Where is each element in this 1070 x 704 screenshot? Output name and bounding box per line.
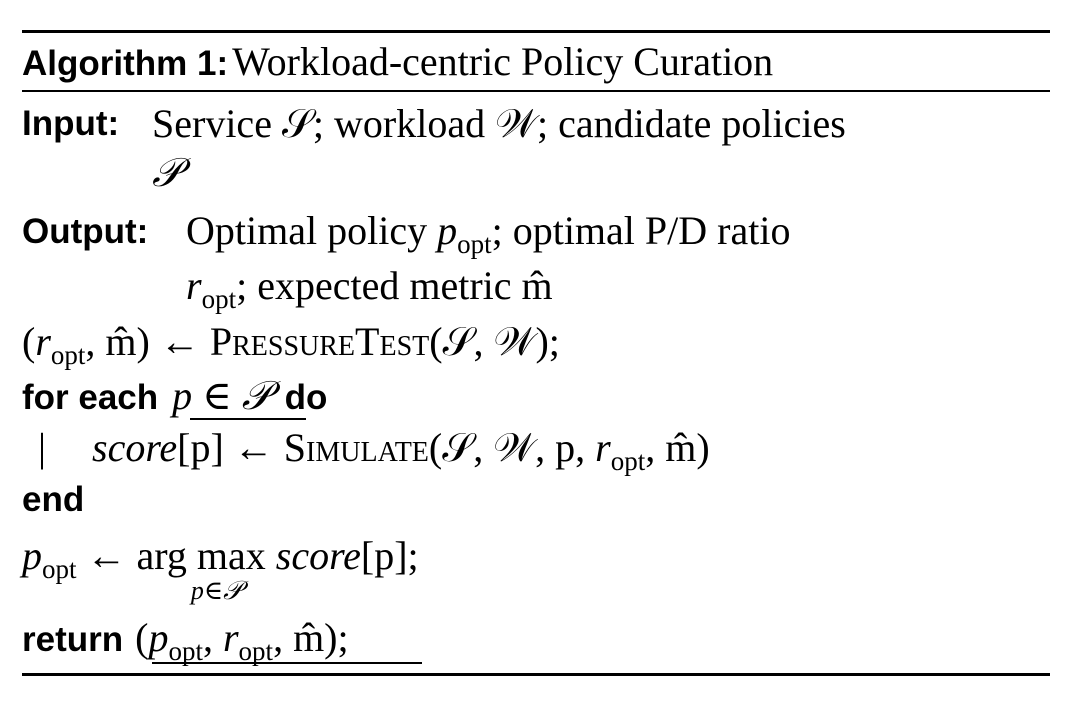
for-each-line: for each p ∈ 𝒫 do	[22, 372, 327, 419]
for-each-keyword: for each	[22, 378, 159, 417]
loop-body-line: score[p] ← Simulate(𝒮, 𝒲, p, ropt, m̂)	[92, 424, 710, 476]
score-index: [p] ←	[177, 425, 284, 470]
score-var: score	[92, 425, 178, 470]
pressure-test-line: (ropt, m̂) ← PressureTest(𝒮, 𝒲);	[22, 318, 560, 370]
output-line-2: ropt; expected metric m̂	[186, 262, 553, 314]
return-underline	[152, 662, 422, 664]
pressure-args: (𝒮, 𝒲);	[429, 319, 560, 364]
argmax-score: score	[275, 533, 361, 578]
argmax-arrow: ← arg	[76, 533, 197, 578]
argmax-line: popt ← arg max p∈𝒫 score[p];	[22, 532, 419, 605]
algorithm-label: Algorithm 1:	[22, 44, 229, 83]
return-sub-p: opt	[168, 636, 203, 666]
simulate-args-b: , m̂)	[645, 425, 710, 470]
simulate-func: Simulate	[283, 425, 429, 470]
output-sub-r: opt	[201, 284, 237, 314]
simulate-sub-r: opt	[610, 446, 646, 476]
output-text-a: Optimal policy	[186, 208, 438, 253]
argmax-sub-p: opt	[42, 554, 77, 584]
argmax-tail: [p];	[360, 533, 419, 578]
pressure-open-paren: (	[22, 319, 36, 364]
return-open: (	[135, 615, 149, 660]
algorithm-caption: Algorithm 1: Workload-centric Policy Cur…	[22, 38, 773, 85]
output-sub-p: opt	[457, 229, 492, 259]
input-keyword: Input:	[22, 104, 120, 143]
output-text-c: ; expected metric m̂	[236, 263, 553, 308]
return-semicolon: ;	[337, 615, 349, 660]
output-keyword: Output:	[22, 212, 149, 251]
output-var-p: p	[437, 208, 458, 253]
top-rule	[22, 30, 1050, 33]
argmax-var-p: p	[22, 533, 42, 578]
output-var-r: r	[186, 263, 202, 308]
output-text-b: ; optimal P/D ratio	[491, 208, 791, 253]
algorithm-title: Workload-centric Policy Curation	[232, 39, 774, 84]
argmax-under: p∈𝒫	[190, 576, 242, 605]
argmax-max-group: max p∈𝒫	[191, 532, 266, 605]
output-line-1: Optimal policy popt; optimal P/D ratio	[186, 207, 791, 259]
return-value: (popt, ropt, m̂)	[135, 615, 338, 666]
return-sub-r: opt	[238, 636, 274, 666]
bottom-rule	[22, 673, 1050, 676]
input-line-1: Service 𝒮; workload 𝒲; candidate policie…	[152, 101, 846, 146]
argmax-max: max	[196, 533, 266, 578]
for-each-condition: p ∈ 𝒫	[172, 373, 271, 418]
simulate-args-a: (𝒮, 𝒲, p,	[428, 425, 596, 470]
return-mid: ,	[202, 615, 223, 660]
return-var-p: p	[148, 615, 169, 660]
input-line-2: 𝒫	[152, 150, 181, 196]
pressure-sub-r: opt	[50, 340, 86, 370]
pressure-test-func: PressureTest	[209, 319, 430, 364]
title-rule	[22, 90, 1050, 92]
return-var-r: r	[222, 615, 239, 660]
return-line: return (popt, ropt, m̂);	[22, 614, 349, 666]
pressure-var-r: r	[35, 319, 51, 364]
loop-bar: |	[38, 425, 47, 470]
return-tail: , m̂)	[273, 615, 338, 660]
condition-underline	[190, 418, 306, 420]
do-keyword: do	[284, 378, 328, 417]
return-keyword: return	[22, 620, 124, 659]
pressure-lhs-rest: , m̂) ←	[85, 319, 210, 364]
end-keyword: end	[22, 480, 85, 519]
simulate-var-r: r	[595, 425, 611, 470]
